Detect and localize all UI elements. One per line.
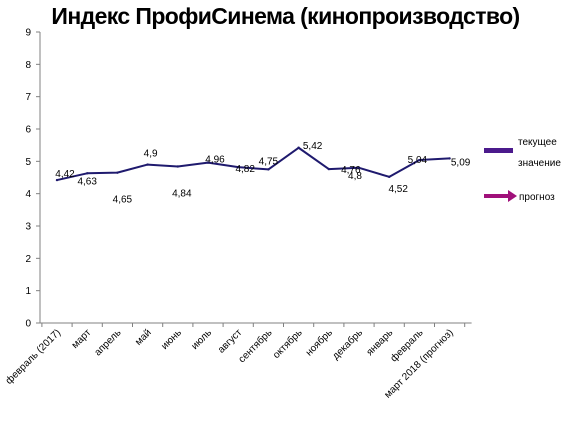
data-point [418, 158, 421, 162]
y-tick-label: 2 [25, 254, 31, 265]
legend-label-current: текущее [518, 137, 557, 148]
data-label: 4,42 [55, 169, 75, 180]
data-label: 4,84 [172, 189, 192, 200]
x-tick-label: март [70, 327, 94, 351]
data-point [206, 161, 210, 164]
y-tick-label: 5 [25, 157, 31, 168]
x-tick-label: июль [189, 327, 214, 352]
data-point [448, 157, 451, 160]
x-tick-label: август [216, 327, 245, 356]
legend-label-forecast: прогноз [519, 192, 555, 203]
data-label: 4,75 [259, 156, 279, 167]
y-tick-label: 4 [25, 189, 31, 200]
data-point [176, 165, 179, 168]
legend-marker-forecast [484, 194, 508, 198]
x-tick-label: сентябрь [236, 327, 275, 366]
x-tick-label: декабрь [330, 327, 365, 362]
chart-title: Индекс ПрофиСинема (кинопроизводство) [51, 3, 520, 29]
data-label: 4,65 [113, 195, 133, 206]
data-label: 4,52 [388, 184, 408, 195]
data-point [267, 168, 270, 171]
y-tick-label: 0 [25, 319, 31, 330]
x-tick-label: апрель [93, 327, 124, 358]
legend-arrow-head [508, 190, 517, 202]
data-label: 5,09 [451, 157, 471, 168]
y-tick-label: 1 [25, 286, 31, 297]
legend-label-current-2: значение [518, 158, 561, 169]
data-point [55, 178, 59, 182]
data-label: 4,63 [77, 176, 97, 187]
data-point [146, 163, 149, 166]
data-point [297, 146, 300, 149]
data-label: 4,82 [235, 164, 255, 175]
series-line [56, 146, 450, 182]
data-label: 4,9 [144, 149, 158, 160]
data-point [357, 166, 361, 169]
data-point [388, 175, 391, 179]
legend-marker-current [484, 148, 513, 153]
x-tick-label: октябрь [270, 327, 304, 361]
y-tick-label: 6 [25, 125, 31, 136]
x-tick-label: июнь [159, 327, 184, 352]
data-point [86, 172, 89, 175]
data-point [116, 171, 119, 174]
data-label: 4,76 [341, 165, 361, 176]
x-tick-label: февраль (2017) [3, 327, 63, 387]
y-tick-label: 3 [25, 222, 31, 233]
data-label: 4,96 [205, 155, 225, 166]
data-label: 4,8 [348, 171, 362, 182]
data-label: 5,04 [408, 155, 428, 166]
y-tick-label: 9 [25, 28, 31, 39]
y-tick-label: 7 [25, 92, 31, 103]
data-point [237, 165, 240, 169]
data-point [327, 167, 330, 171]
y-tick-label: 8 [25, 60, 31, 71]
x-tick-label: май [133, 327, 154, 348]
data-label: 5,42 [303, 141, 323, 152]
